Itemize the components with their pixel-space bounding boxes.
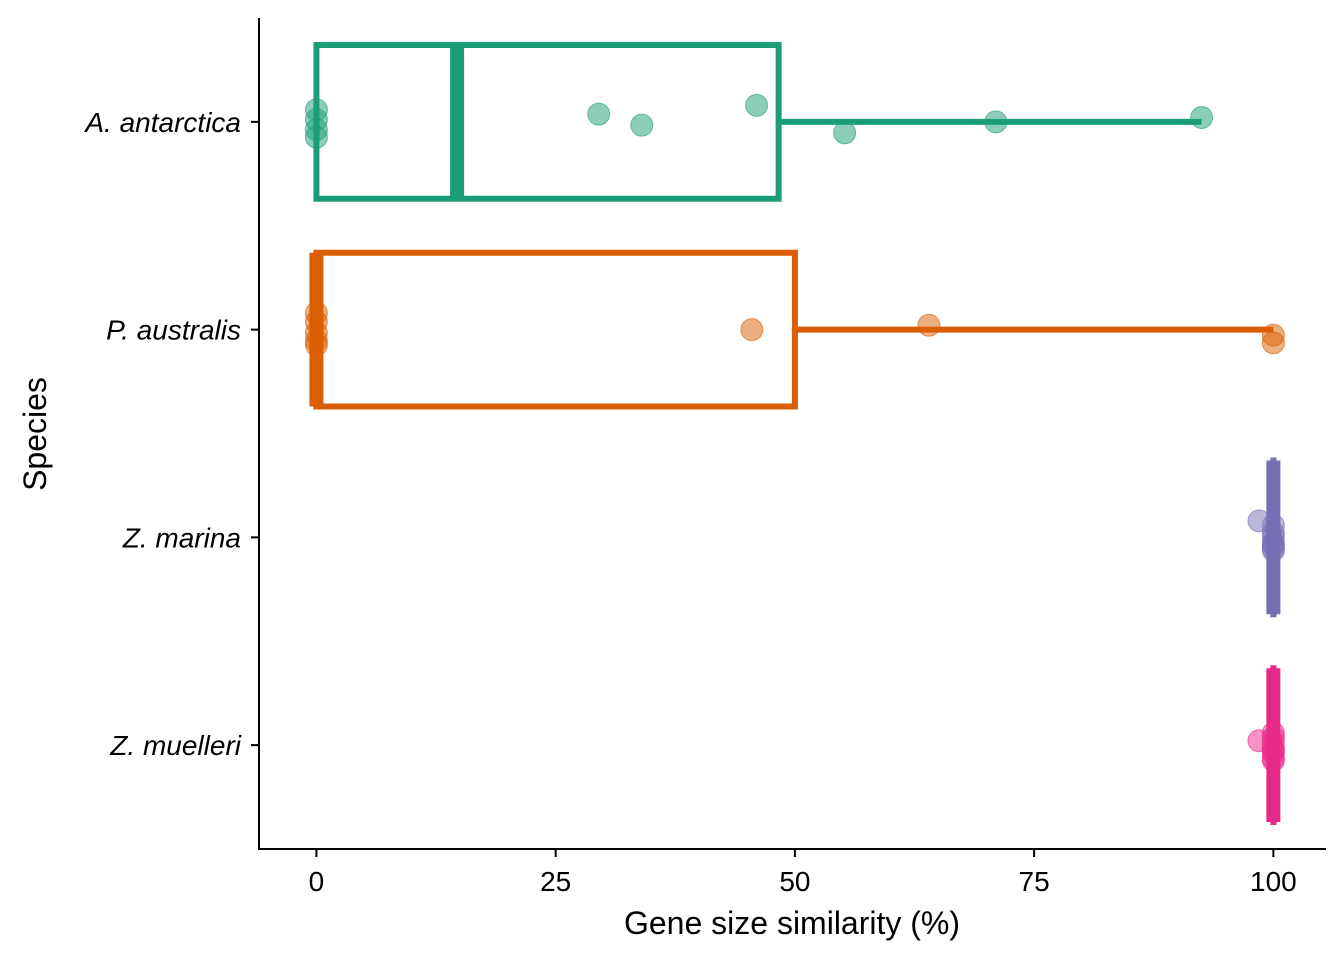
data-point [740,318,764,342]
y-tick-label: Z. marina [122,522,241,553]
x-tick-label: 100 [1250,866,1297,897]
data-point [304,125,328,149]
x-tick-label: 75 [1019,866,1050,897]
x-tick-label: 50 [779,866,810,897]
data-point [304,301,328,325]
data-point [917,313,941,337]
boxplot-1 [309,249,1274,410]
data-point [1261,513,1285,537]
y-tick-label: P. australis [106,315,241,346]
data-point [587,102,611,126]
data-point [304,329,328,353]
data-point [1190,105,1214,129]
y-tick-label: Z. muelleri [109,730,241,761]
box [313,249,798,410]
data-point [745,93,769,117]
data-point [630,113,654,137]
data-point [1261,736,1285,760]
x-axis-title: Gene size similarity (%) [624,905,960,941]
data-point [1261,331,1285,355]
y-tick-label: A. antarctica [83,107,241,138]
box [313,42,782,202]
x-tick-label: 0 [309,866,325,897]
x-tick-label: 25 [540,866,571,897]
axes: 0 25 50 75 100 A. antarctica P. australis Z. ma… [83,107,1296,897]
y-axis-title: Species [17,377,53,491]
data-point [984,110,1008,134]
data-point [1261,533,1285,557]
boxplot-0 [313,42,1202,202]
plot-area [304,42,1285,825]
data-point [833,121,857,145]
